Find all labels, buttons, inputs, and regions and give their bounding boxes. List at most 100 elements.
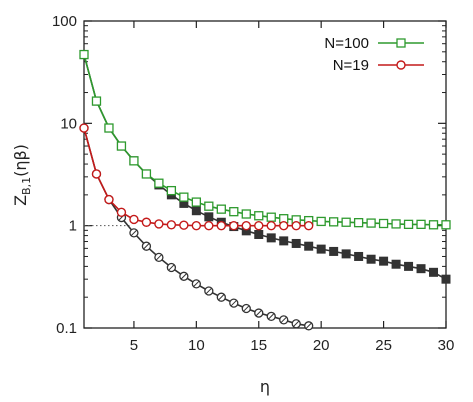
data-point [241,303,251,314]
data-point [216,204,226,214]
data-point [404,261,414,271]
data-point [341,249,351,259]
legend-label: N=19 [333,57,369,74]
data-point [129,156,139,166]
data-point [191,220,202,231]
data-point [428,220,439,230]
data-point [266,220,276,231]
data-point [366,218,376,228]
data-point [166,262,177,273]
plot-frame [83,20,447,329]
data-point [416,219,426,230]
data-point [354,251,364,261]
data-point [141,169,152,179]
data-point [241,209,251,219]
data-point [341,217,351,227]
y-axis-label-main: Z [11,195,30,206]
x-tick-label: 10 [188,337,205,354]
data-point [116,141,127,151]
data-point [254,229,264,239]
data-point [316,244,326,254]
data-point [353,218,364,228]
data-point [204,286,214,296]
legend-marker [396,60,406,70]
data-point [403,219,414,230]
series-3 [79,123,314,331]
data-point [266,212,276,222]
x-tick-label: 30 [438,337,455,354]
data-point [216,220,227,231]
data-point [91,96,102,106]
data-point [379,256,389,266]
data-point [204,212,214,222]
data-point [79,49,89,60]
data-point [241,220,251,231]
data-point [216,292,226,302]
data-point [204,220,214,231]
legend: N=100 N=19 [324,35,424,74]
series-line [83,54,447,280]
data-point [179,271,189,281]
y-axis-label-sub: B,1 [20,177,33,195]
data-point [229,220,239,231]
data-point [291,238,301,248]
x-tick-label: 25 [375,337,392,354]
data-point [416,264,426,274]
axis-ticks: 5 10 15 20 25 30 0.1 1 10 100 [52,13,454,354]
data-point [304,321,314,331]
data-point [429,267,439,277]
data-point [378,218,389,229]
data-point [141,241,152,251]
data-point [291,220,301,231]
series-line [83,54,446,226]
series-0 [79,49,451,230]
series-1 [79,123,314,231]
data-point [191,206,201,216]
data-point [166,220,177,230]
x-tick-label: 15 [250,337,267,354]
x-tick-label: 20 [313,337,330,354]
data-point [254,220,264,231]
data-point [254,211,264,221]
series-group [79,49,451,331]
data-point [441,274,451,284]
data-point [229,298,239,308]
data-point [79,123,89,133]
data-point [179,192,189,202]
data-point [304,241,314,251]
data-point [391,259,401,269]
data-point [154,219,164,229]
data-point [91,169,102,179]
data-point [279,220,289,231]
data-point [141,217,152,227]
x-tick-label: 5 [130,337,138,354]
y-tick-label: 0.1 [56,320,77,337]
data-point [154,252,164,263]
data-point [254,308,264,318]
data-point [129,214,139,225]
x-axis-label: η [260,377,270,396]
data-point [154,178,164,188]
data-point [279,315,289,325]
y-axis-label-rest: (ηβ) [11,144,30,177]
series-2 [79,50,451,284]
y-tick-label: 10 [60,115,77,132]
data-point [441,220,451,230]
data-point [329,246,339,256]
data-point [391,219,401,229]
data-point [329,217,339,227]
data-point [291,319,301,329]
y-tick-label: 100 [52,13,77,30]
data-point [191,197,201,207]
legend-marker [396,38,406,48]
legend-label: N=100 [324,35,369,52]
data-point [204,201,214,211]
data-point [129,228,139,238]
data-point [366,254,376,264]
data-point [116,207,127,218]
data-point [303,220,314,231]
data-point [229,207,239,217]
data-point [266,233,276,243]
data-point [104,123,114,133]
data-point [266,311,276,321]
